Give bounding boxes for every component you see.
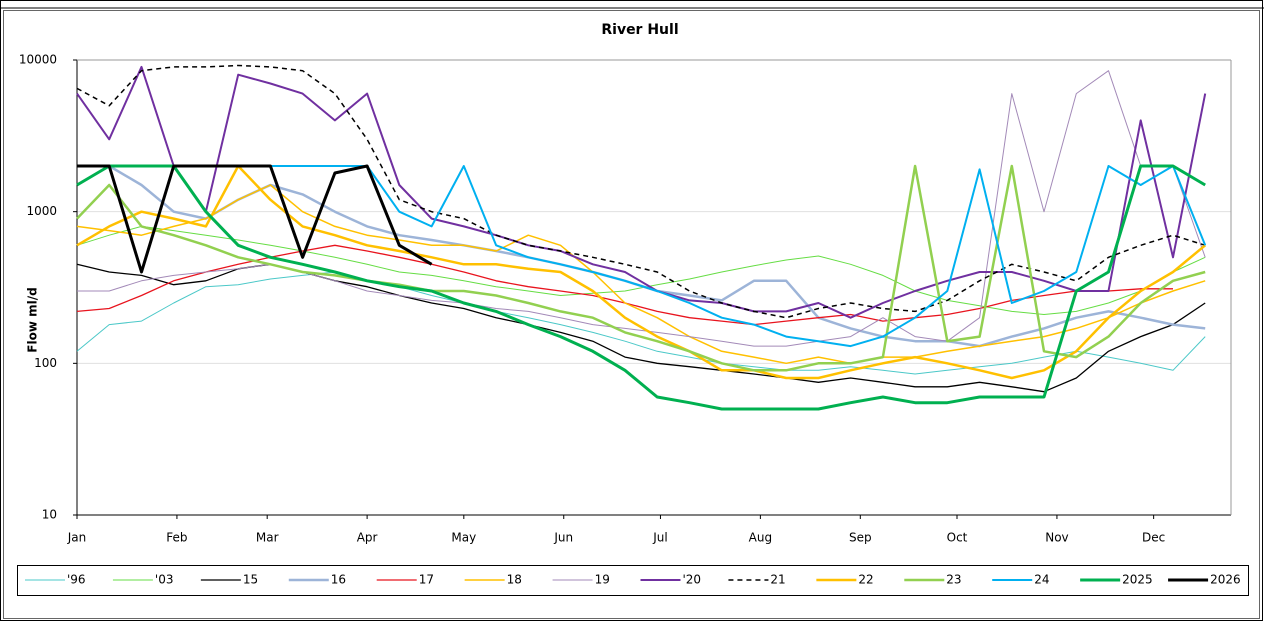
series-line [76, 164, 1206, 380]
legend-label: 2025 [1122, 573, 1153, 587]
x-tick-label: Dec [1142, 531, 1165, 545]
y-tick-label: 10 [42, 508, 57, 522]
x-tick-label: Apr [357, 531, 378, 545]
legend-label: '96 [67, 573, 86, 587]
legend-label: 19 [595, 573, 610, 587]
y-tick-label: 1000 [26, 204, 57, 218]
series-line [76, 225, 1206, 315]
x-tick-label: Jun [553, 531, 573, 545]
legend-box [17, 565, 1249, 596]
series-line [76, 271, 1206, 375]
chart-border [3, 10, 1260, 619]
x-tick-label: Jan [67, 531, 87, 545]
x-tick-label: Jul [652, 531, 667, 545]
legend-label: 22 [858, 573, 873, 587]
y-tick-label: 100 [34, 356, 57, 370]
series-line [76, 184, 1206, 365]
legend-label: 15 [243, 573, 258, 587]
y-tick-label: 10000 [19, 53, 57, 67]
legend-label: '20 [683, 573, 702, 587]
legend-label: 2026 [1210, 573, 1241, 587]
x-tick-label: Mar [256, 531, 279, 545]
legend-label: 16 [331, 573, 346, 587]
legend-label: '03 [155, 573, 174, 587]
series-line [76, 65, 1207, 319]
legend-label: 21 [770, 573, 785, 587]
x-tick-label: Oct [947, 531, 968, 545]
legend-label: 23 [946, 573, 961, 587]
y-axis-label: Flow ml/d [26, 287, 40, 352]
series-line [77, 70, 1206, 347]
series-line [76, 164, 1206, 372]
x-tick-label: Feb [166, 531, 187, 545]
legend-label: 17 [419, 573, 434, 587]
legend-label: 24 [1034, 573, 1049, 587]
series-line [77, 164, 433, 274]
legend-label: 18 [507, 573, 522, 587]
x-tick-label: Sep [849, 531, 872, 545]
x-tick-label: Aug [749, 531, 772, 545]
series-line [76, 164, 1206, 411]
x-tick-label: Nov [1045, 531, 1068, 545]
series-line [76, 64, 1206, 319]
chart-title: River Hull [601, 22, 678, 38]
x-tick-label: May [451, 531, 476, 545]
